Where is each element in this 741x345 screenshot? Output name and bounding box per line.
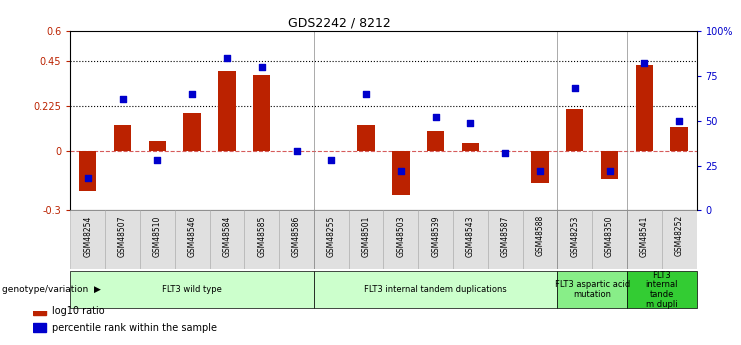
Point: [465, 120, 476, 125]
Bar: [33, 306, 46, 315]
Text: log10 ratio: log10 ratio: [52, 306, 104, 315]
Bar: [149, 141, 166, 151]
Bar: [357, 125, 375, 151]
Point: [499, 150, 511, 156]
Point: [674, 118, 685, 124]
Bar: [522, 210, 557, 269]
Bar: [245, 210, 279, 269]
Bar: [557, 210, 592, 269]
Bar: [114, 125, 131, 151]
Bar: [427, 131, 445, 151]
Text: GSM48507: GSM48507: [118, 215, 127, 257]
Bar: [70, 210, 105, 269]
Text: GSM48546: GSM48546: [187, 215, 196, 257]
Text: GSM48588: GSM48588: [536, 215, 545, 256]
Title: GDS2242 / 8212: GDS2242 / 8212: [288, 17, 391, 30]
Text: FLT3 wild type: FLT3 wild type: [162, 285, 222, 294]
Bar: [418, 210, 453, 269]
Bar: [384, 210, 418, 269]
Point: [116, 97, 128, 102]
Text: GSM48253: GSM48253: [571, 215, 579, 257]
Bar: [79, 151, 96, 190]
Text: GSM48586: GSM48586: [292, 215, 301, 257]
Text: FLT3
internal
tande
m dupli: FLT3 internal tande m dupli: [645, 271, 678, 309]
Text: GSM48501: GSM48501: [362, 215, 370, 257]
Bar: [392, 151, 410, 195]
Bar: [279, 210, 314, 269]
Text: GSM48585: GSM48585: [257, 215, 266, 257]
Bar: [253, 75, 270, 151]
Bar: [314, 271, 557, 308]
Text: GSM48584: GSM48584: [222, 215, 231, 257]
Bar: [627, 210, 662, 269]
Text: GSM48539: GSM48539: [431, 215, 440, 257]
Bar: [592, 210, 627, 269]
Bar: [488, 210, 522, 269]
Bar: [601, 151, 618, 179]
Text: GSM48254: GSM48254: [83, 215, 93, 257]
Text: FLT3 internal tandem duplications: FLT3 internal tandem duplications: [365, 285, 507, 294]
Bar: [140, 210, 175, 269]
Point: [360, 91, 372, 97]
Bar: [662, 210, 697, 269]
Text: percentile rank within the sample: percentile rank within the sample: [52, 323, 217, 333]
Bar: [453, 210, 488, 269]
Text: genotype/variation  ▶: genotype/variation ▶: [2, 285, 101, 294]
Point: [186, 91, 198, 97]
Point: [325, 157, 337, 163]
Point: [151, 157, 163, 163]
Text: GSM48541: GSM48541: [640, 215, 649, 257]
Bar: [531, 151, 548, 183]
Bar: [627, 271, 697, 308]
Text: GSM48350: GSM48350: [605, 215, 614, 257]
Point: [534, 168, 546, 174]
Bar: [184, 113, 201, 151]
Bar: [175, 210, 210, 269]
Point: [604, 168, 616, 174]
Point: [639, 61, 651, 66]
Bar: [70, 271, 314, 308]
Point: [569, 86, 581, 91]
Bar: [636, 65, 653, 151]
Point: [221, 55, 233, 61]
Text: GSM48510: GSM48510: [153, 215, 162, 257]
Bar: [566, 109, 583, 151]
Text: GSM48543: GSM48543: [466, 215, 475, 257]
Bar: [314, 210, 349, 269]
Bar: [33, 323, 46, 332]
Point: [430, 115, 442, 120]
Point: [256, 64, 268, 70]
Text: FLT3 aspartic acid
mutation: FLT3 aspartic acid mutation: [554, 280, 630, 299]
Bar: [557, 271, 627, 308]
Bar: [210, 210, 245, 269]
Point: [290, 148, 302, 154]
Text: GSM48255: GSM48255: [327, 215, 336, 257]
Point: [395, 168, 407, 174]
Bar: [349, 210, 384, 269]
Bar: [105, 210, 140, 269]
Point: [82, 175, 93, 181]
Bar: [671, 127, 688, 151]
Bar: [219, 71, 236, 151]
Text: GSM48503: GSM48503: [396, 215, 405, 257]
Text: GSM48252: GSM48252: [674, 215, 684, 256]
Text: GSM48587: GSM48587: [501, 215, 510, 257]
Bar: [462, 143, 479, 151]
